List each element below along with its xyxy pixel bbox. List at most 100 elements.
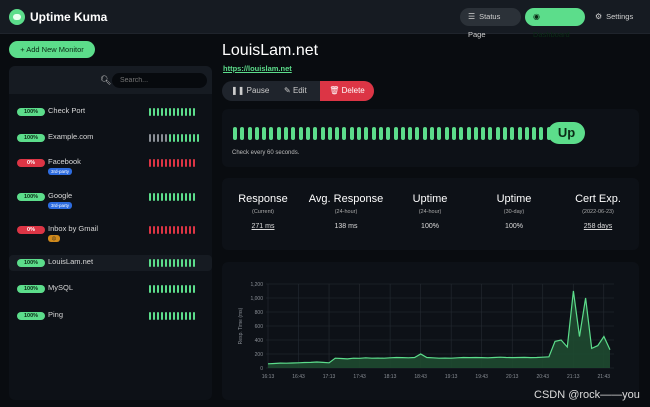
heartbeat-tick [193, 193, 195, 201]
heartbeat-tick [177, 193, 179, 201]
heartbeat-tick [153, 134, 155, 142]
uptime-percent-badge: 100% [17, 259, 45, 267]
monitor-list-item[interactable]: 100% Example.com [9, 130, 212, 146]
chart-svg: 0 200 400 600 800 1,000 1,200 16:13 16:43 17:13 17… [238, 282, 614, 380]
stat-heading: Uptime [412, 193, 448, 205]
monitor-list-item[interactable]: 100% LouisLam.net [9, 255, 212, 271]
stat-value[interactable]: 271 ms [251, 223, 275, 230]
watermark: CSDN @rock——you [534, 389, 640, 401]
status-page-button[interactable]: ☰ Status Page [460, 8, 521, 39]
search-input[interactable] [112, 73, 207, 88]
x-tick-label: 18:43 [414, 374, 427, 380]
stat-heading: Cert Exp. [575, 193, 621, 205]
monitor-tag: 3rd-party [48, 202, 73, 209]
heartbeat-tick [153, 285, 155, 293]
heartbeat-tick [481, 127, 486, 140]
heartbeat-tick [165, 108, 167, 116]
heartbeat-tick [157, 159, 159, 167]
heartbeat-tick [177, 159, 179, 167]
heartbeat-tick [153, 159, 155, 167]
heartbeat-tick [276, 127, 281, 140]
x-tick-label: 17:43 [353, 374, 366, 380]
series-area [268, 291, 610, 368]
heartbeat-tick [169, 193, 171, 201]
heartbeat-tick [349, 127, 354, 140]
x-tick-label: 18:13 [384, 374, 397, 380]
uptime-percent-badge: 100% [17, 312, 45, 320]
heartbeat-tick [181, 259, 183, 267]
stat-heading: Response [238, 193, 288, 205]
stat-value[interactable]: 258 days [583, 223, 613, 230]
monitor-list-item[interactable]: 100% Check Port [9, 104, 212, 120]
delete-button[interactable]: 🗑︎ Delete [320, 81, 374, 101]
monitor-name: MySQL [48, 283, 74, 292]
heartbeat-tick [165, 226, 167, 234]
heartbeat-tick [510, 127, 515, 140]
heartbeat-mini-bar [149, 193, 195, 201]
heartbeat-tick [364, 127, 369, 140]
delete-label: Delete [341, 86, 365, 95]
monitor-list-item[interactable]: 0% Inbox by Gmail ☹ [9, 222, 212, 252]
heartbeat-tick [161, 312, 163, 320]
pause-button[interactable]: ❚❚ Pause [231, 81, 269, 101]
monitor-list-item[interactable]: 100% Ping [9, 308, 212, 324]
monitor-name: Check Port [48, 106, 86, 115]
settings-button[interactable]: ⚙ Settings [591, 8, 641, 26]
x-tick-label: 17:13 [323, 374, 336, 380]
heartbeat-tick [327, 127, 332, 140]
heartbeat-tick [386, 127, 391, 140]
heartbeat-tick [173, 312, 175, 320]
y-tick-label: 600 [255, 324, 264, 330]
heartbeat-tick [177, 285, 179, 293]
monitor-list-item[interactable]: 100% MySQL [9, 281, 212, 297]
edit-button[interactable]: ✎ Edit [284, 81, 307, 101]
heartbeat-tick [320, 127, 325, 140]
heartbeat-mini-bar [149, 285, 195, 293]
heartbeat-tick [430, 127, 435, 140]
heartbeat-tick [451, 127, 456, 140]
heartbeat-tick [157, 285, 159, 293]
heartbeat-tick [437, 127, 442, 140]
heartbeat-mini-bar [149, 134, 199, 142]
gear-icon: ⚙ [595, 12, 603, 21]
heartbeat-tick [165, 134, 167, 142]
stat-subheading: (24-hour) [334, 209, 358, 215]
heartbeat-tick [247, 127, 252, 140]
heartbeat-tick [185, 259, 187, 267]
uptime-kuma-logo-icon [9, 9, 25, 25]
heartbeat-tick [165, 193, 167, 201]
x-tick-label: 21:43 [598, 374, 611, 380]
heartbeat-tick [169, 108, 171, 116]
monitor-list-item[interactable]: 100% Google 3rd-party [9, 189, 212, 219]
heartbeat-tick [165, 312, 167, 320]
list-icon: ☰ [468, 12, 476, 21]
heartbeat-mini-bar [149, 108, 195, 116]
monitor-url-link[interactable]: https://louislam.net [223, 64, 292, 73]
heartbeat-mini-bar [149, 259, 195, 267]
heartbeat-tick [254, 127, 259, 140]
heartbeat-mini-bar [149, 159, 195, 167]
heartbeat-tick [400, 127, 405, 140]
uptime-percent-badge: 0% [17, 159, 45, 167]
stat-subheading: (30-day) [503, 209, 525, 215]
y-tick-label: 800 [255, 310, 264, 316]
heartbeat-tick [153, 312, 155, 320]
heartbeat-tick [305, 127, 310, 140]
add-new-monitor-button[interactable]: + Add New Monitor [9, 41, 95, 58]
heartbeat-tick [173, 108, 175, 116]
heartbeat-tick [181, 226, 183, 234]
monitor-list-item[interactable]: 0% Facebook 3rd-party [9, 155, 212, 185]
heartbeat-tick [193, 134, 195, 142]
y-axis-label: Resp. Time (ms) [238, 307, 244, 344]
dashboard-button[interactable]: ◉ Dashboard [525, 8, 585, 39]
heartbeat-tick [173, 159, 175, 167]
heartbeat-tick [153, 108, 155, 116]
app-title[interactable]: Uptime Kuma [30, 10, 108, 24]
heartbeat-tick [189, 193, 191, 201]
heartbeat-tick [488, 127, 493, 140]
x-tick-label: 21:13 [567, 374, 580, 380]
stat-value: 138 ms [334, 223, 358, 230]
heartbeat-tick [181, 193, 183, 201]
heartbeat-tick [157, 134, 159, 142]
stat-subheading: (Current) [251, 209, 274, 215]
